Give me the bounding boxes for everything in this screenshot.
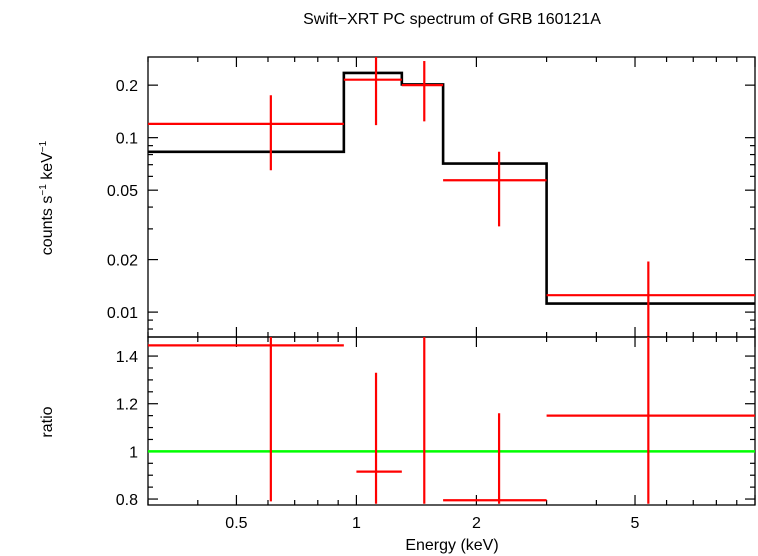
ratio-point xyxy=(546,337,755,504)
data-point xyxy=(443,151,547,227)
data-point xyxy=(148,95,344,171)
ratio-point xyxy=(443,413,547,504)
x-tick-label: 2 xyxy=(472,515,481,532)
x-tick-label: 5 xyxy=(631,515,640,532)
data-point xyxy=(343,57,402,126)
ratio-panel: 0.5 1 2 5 1.4 1.2 1 0.8 xyxy=(116,336,756,532)
model-step-line xyxy=(148,71,755,305)
ylabel-exp1: −1 xyxy=(38,184,49,196)
data-point xyxy=(546,261,755,337)
y-tick-label: 0.01 xyxy=(107,305,138,322)
ratio-y-tick-label: 1.4 xyxy=(116,349,138,366)
data-point xyxy=(401,61,444,122)
x-tick-label: 0.5 xyxy=(225,515,247,532)
ratio-y-tick-label: 0.8 xyxy=(116,492,138,509)
y-tick-label: 0.1 xyxy=(116,131,138,148)
ylabel-exp2: −1 xyxy=(38,140,49,152)
spectrum-y-axis-label: counts s−1 keV−1 xyxy=(38,140,56,255)
ratio-point xyxy=(148,337,344,502)
y-tick-label: 0.2 xyxy=(116,78,138,95)
x-tick-label: 1 xyxy=(352,515,361,532)
chart-title: Swift−XRT PC spectrum of GRB 160121A xyxy=(303,11,601,28)
ratio-y-axis-label: ratio xyxy=(39,406,56,437)
ratio-frame xyxy=(147,336,756,506)
ylabel-mid: keV xyxy=(39,152,56,184)
ratio-point xyxy=(356,372,402,504)
spectrum-panel: 0.2 0.1 0.05 0.02 0.01 xyxy=(107,56,756,338)
y-tick-label: 0.02 xyxy=(107,253,138,270)
y-tick-label: 0.05 xyxy=(107,183,138,200)
ratio-y-tick-label: 1.2 xyxy=(116,397,138,414)
ylabel-base: counts s xyxy=(39,196,56,256)
x-axis-label: Energy (keV) xyxy=(405,537,498,554)
ratio-y-tick-label: 1 xyxy=(129,444,138,461)
